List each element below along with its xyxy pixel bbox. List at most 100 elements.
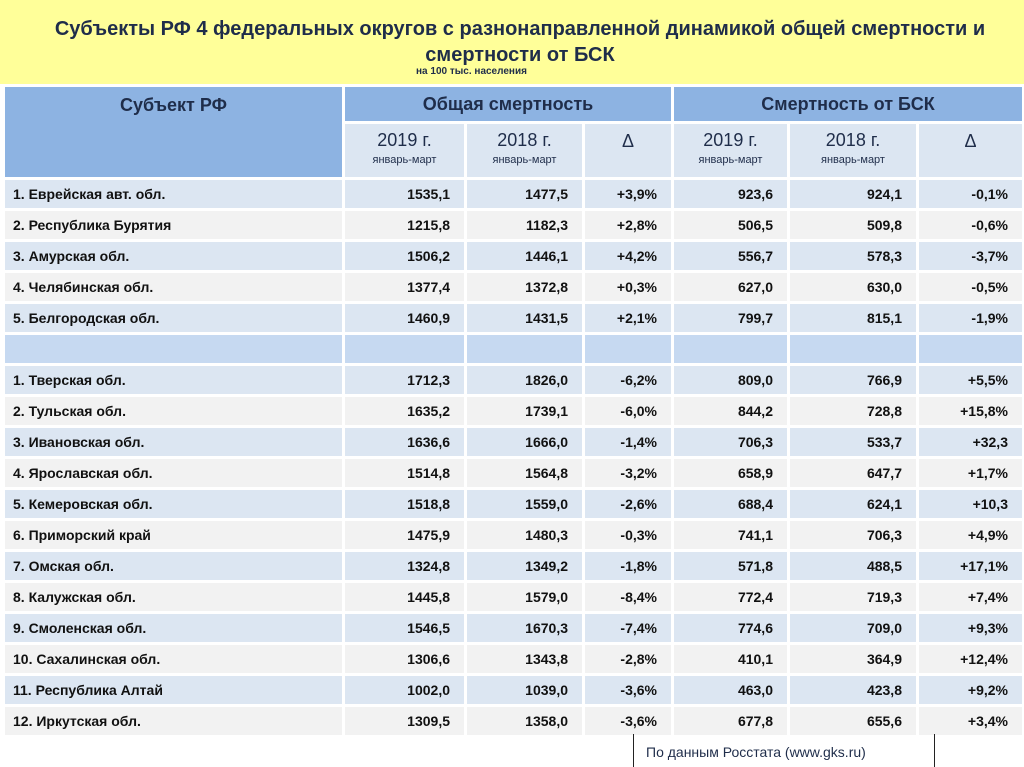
bsk-2018-cell: 728,8 <box>790 397 916 425</box>
header-bsk-2019: 2019 г. январь-март <box>674 124 787 177</box>
general-2019-cell: 1636,6 <box>345 428 464 456</box>
general-delta-cell: -3,6% <box>585 707 671 735</box>
header-period: январь-март <box>372 154 437 166</box>
header-bsk-2018: 2018 г. январь-март <box>790 124 916 177</box>
region-name: 2. Республика Бурятия <box>5 211 342 239</box>
general-delta-cell: -0,3% <box>585 521 671 549</box>
bsk-delta-cell: +17,1% <box>919 552 1022 580</box>
general-delta-cell: -3,6% <box>585 676 671 704</box>
bsk-2019-cell: 799,7 <box>674 304 787 332</box>
general-delta-cell: +4,2% <box>585 242 671 270</box>
general-2019-cell: 1535,1 <box>345 180 464 208</box>
bsk-2019-cell: 688,4 <box>674 490 787 518</box>
header-delta: Δ <box>621 131 635 151</box>
bsk-delta-cell: -1,9% <box>919 304 1022 332</box>
bsk-delta-cell: +4,9% <box>919 521 1022 549</box>
table-row: 3. Ивановская обл. 1636,6 1666,0 -1,4% 706,3… <box>5 428 1022 456</box>
general-2019-cell: 1635,2 <box>345 397 464 425</box>
bsk-2018-cell: 719,3 <box>790 583 916 611</box>
general-delta-cell: -6,0% <box>585 397 671 425</box>
table-row: 2. Тульская обл. 1635,2 1739,1 -6,0% 844,2 72… <box>5 397 1022 425</box>
bsk-2019-cell: 774,6 <box>674 614 787 642</box>
general-2018-cell: 1358,0 <box>467 707 582 735</box>
region-name: 11. Республика Алтай <box>5 676 342 704</box>
region-name: 8. Калужская обл. <box>5 583 342 611</box>
bsk-delta-cell: -0,1% <box>919 180 1022 208</box>
general-2019-cell: 1518,8 <box>345 490 464 518</box>
header-year: 2018 г. <box>825 130 881 150</box>
separator-cell <box>585 335 671 363</box>
general-2018-cell: 1739,1 <box>467 397 582 425</box>
region-name: 9. Смоленская обл. <box>5 614 342 642</box>
group-separator-row <box>5 335 1022 363</box>
bsk-delta-cell: -0,5% <box>919 273 1022 301</box>
general-2018-cell: 1579,0 <box>467 583 582 611</box>
table-row: 4. Челябинская обл. 1377,4 1372,8 +0,3% 627,… <box>5 273 1022 301</box>
table-row: 5. Белгородская обл. 1460,9 1431,5 +2,1% 799… <box>5 304 1022 332</box>
bsk-2018-cell: 924,1 <box>790 180 916 208</box>
bsk-2018-cell: 706,3 <box>790 521 916 549</box>
general-delta-cell: -7,4% <box>585 614 671 642</box>
bsk-delta-cell: +3,4% <box>919 707 1022 735</box>
region-name: 5. Белгородская обл. <box>5 304 342 332</box>
table-row: 12. Иркутская обл. 1309,5 1358,0 -3,6% 677,8… <box>5 707 1022 735</box>
bsk-delta-cell: +9,3% <box>919 614 1022 642</box>
general-2019-cell: 1306,6 <box>345 645 464 673</box>
bsk-delta-cell: +7,4% <box>919 583 1022 611</box>
general-2019-cell: 1309,5 <box>345 707 464 735</box>
bsk-delta-cell: +9,2% <box>919 676 1022 704</box>
source-text: По данным Росстата (www.gks.ru) <box>646 744 866 760</box>
bsk-2019-cell: 844,2 <box>674 397 787 425</box>
bsk-2018-cell: 488,5 <box>790 552 916 580</box>
separator-cell <box>5 335 342 363</box>
table-row: 6. Приморский край 1475,9 1480,3 -0,3% 741,1… <box>5 521 1022 549</box>
table-row: 4. Ярославская обл. 1514,8 1564,8 -3,2% 658,… <box>5 459 1022 487</box>
bsk-delta-cell: +5,5% <box>919 366 1022 394</box>
region-name: 2. Тульская обл. <box>5 397 342 425</box>
bsk-2018-cell: 624,1 <box>790 490 916 518</box>
bsk-delta-cell: -3,7% <box>919 242 1022 270</box>
separator-cell <box>345 335 464 363</box>
table-row: 11. Республика Алтай 1002,0 1039,0 -3,6% 463… <box>5 676 1022 704</box>
bsk-2018-cell: 533,7 <box>790 428 916 456</box>
bsk-2019-cell: 706,3 <box>674 428 787 456</box>
table-row: 10. Сахалинская обл. 1306,6 1343,8 -2,8% 410… <box>5 645 1022 673</box>
bsk-delta-cell: +12,4% <box>919 645 1022 673</box>
general-2019-cell: 1546,5 <box>345 614 464 642</box>
header-period: январь-март <box>698 154 763 166</box>
general-2019-cell: 1377,4 <box>345 273 464 301</box>
general-2019-cell: 1475,9 <box>345 521 464 549</box>
header-year: 2018 г. <box>497 130 552 150</box>
bsk-2018-cell: 766,9 <box>790 366 916 394</box>
general-2019-cell: 1324,8 <box>345 552 464 580</box>
general-delta-cell: -6,2% <box>585 366 671 394</box>
general-2019-cell: 1460,9 <box>345 304 464 332</box>
header-period: январь-март <box>821 154 885 166</box>
bsk-2019-cell: 556,7 <box>674 242 787 270</box>
region-name: 7. Омская обл. <box>5 552 342 580</box>
general-2018-cell: 1446,1 <box>467 242 582 270</box>
bsk-2019-cell: 627,0 <box>674 273 787 301</box>
bsk-2019-cell: 410,1 <box>674 645 787 673</box>
general-delta-cell: +2,8% <box>585 211 671 239</box>
region-name: 1. Еврейская авт. обл. <box>5 180 342 208</box>
bsk-2019-cell: 658,9 <box>674 459 787 487</box>
region-name: 1. Тверская обл. <box>5 366 342 394</box>
general-2018-cell: 1480,3 <box>467 521 582 549</box>
table-body: 1. Еврейская авт. обл. 1535,1 1477,5 +3,9% 9… <box>5 180 1022 735</box>
table-row: 3. Амурская обл. 1506,2 1446,1 +4,2% 556,7 57… <box>5 242 1022 270</box>
bsk-2019-cell: 463,0 <box>674 676 787 704</box>
general-2019-cell: 1215,8 <box>345 211 464 239</box>
separator-cell <box>674 335 787 363</box>
bsk-2018-cell: 364,9 <box>790 645 916 673</box>
title-band: Субъекты РФ 4 федеральных округов с разн… <box>0 0 1024 84</box>
table-row: 8. Калужская обл. 1445,8 1579,0 -8,4% 772,4 7… <box>5 583 1022 611</box>
general-2019-cell: 1445,8 <box>345 583 464 611</box>
bsk-2018-cell: 509,8 <box>790 211 916 239</box>
region-name: 3. Амурская обл. <box>5 242 342 270</box>
general-2018-cell: 1826,0 <box>467 366 582 394</box>
bsk-2019-cell: 506,5 <box>674 211 787 239</box>
bsk-delta-cell: +10,3 <box>919 490 1022 518</box>
bsk-delta-cell: +32,3 <box>919 428 1022 456</box>
bsk-2019-cell: 571,8 <box>674 552 787 580</box>
